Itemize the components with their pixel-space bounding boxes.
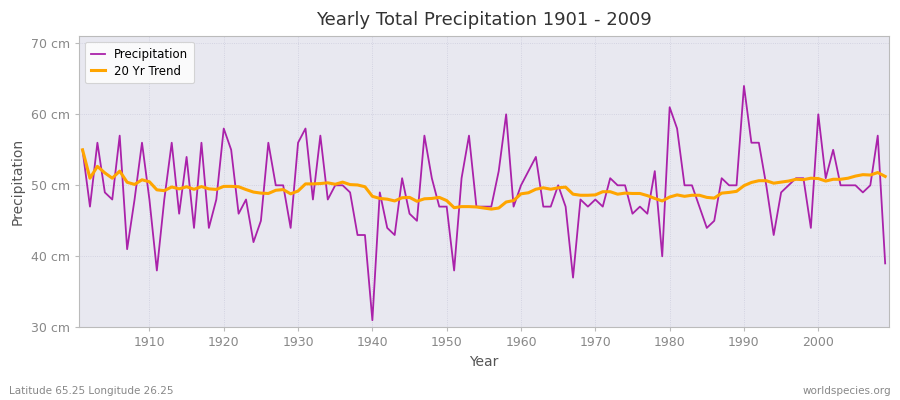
Precipitation bbox=[345, 190, 356, 195]
20 Yr Trend bbox=[516, 192, 526, 196]
Text: worldspecies.org: worldspecies.org bbox=[803, 386, 891, 396]
Y-axis label: Precipitation: Precipitation bbox=[11, 138, 25, 225]
20 Yr Trend bbox=[486, 207, 497, 212]
20 Yr Trend bbox=[345, 182, 356, 187]
20 Yr Trend bbox=[300, 182, 310, 186]
20 Yr Trend bbox=[137, 177, 148, 182]
Legend: Precipitation, 20 Yr Trend: Precipitation, 20 Yr Trend bbox=[85, 42, 194, 84]
Precipitation bbox=[77, 148, 88, 152]
Precipitation bbox=[612, 183, 623, 188]
Precipitation bbox=[367, 318, 378, 323]
Text: Latitude 65.25 Longitude 26.25: Latitude 65.25 Longitude 26.25 bbox=[9, 386, 174, 396]
20 Yr Trend bbox=[77, 148, 88, 152]
20 Yr Trend bbox=[880, 174, 891, 179]
Line: Precipitation: Precipitation bbox=[83, 86, 886, 320]
Precipitation bbox=[880, 261, 891, 266]
20 Yr Trend bbox=[523, 190, 534, 195]
Precipitation bbox=[300, 126, 310, 131]
Precipitation bbox=[516, 183, 526, 188]
20 Yr Trend bbox=[612, 192, 623, 196]
Precipitation bbox=[739, 84, 750, 88]
Line: 20 Yr Trend: 20 Yr Trend bbox=[83, 150, 886, 209]
Title: Yearly Total Precipitation 1901 - 2009: Yearly Total Precipitation 1901 - 2009 bbox=[316, 11, 652, 29]
Precipitation bbox=[137, 140, 148, 145]
Precipitation bbox=[523, 169, 534, 174]
X-axis label: Year: Year bbox=[469, 355, 499, 369]
